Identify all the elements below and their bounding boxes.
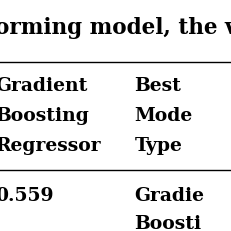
Text: Gradie: Gradie [134,186,204,204]
Text: Regressor: Regressor [0,137,100,155]
Text: Mode: Mode [134,106,192,125]
Text: orming model, the v: orming model, the v [0,17,231,39]
Text: Type: Type [134,137,182,155]
Text: 0.559: 0.559 [0,186,54,204]
Text: Gradient: Gradient [0,76,87,94]
Text: Best: Best [134,76,181,94]
Text: Boosti: Boosti [134,214,201,231]
Text: hodels of each mod: hodels of each mod [0,0,228,2]
Text: Boosting: Boosting [0,106,89,125]
